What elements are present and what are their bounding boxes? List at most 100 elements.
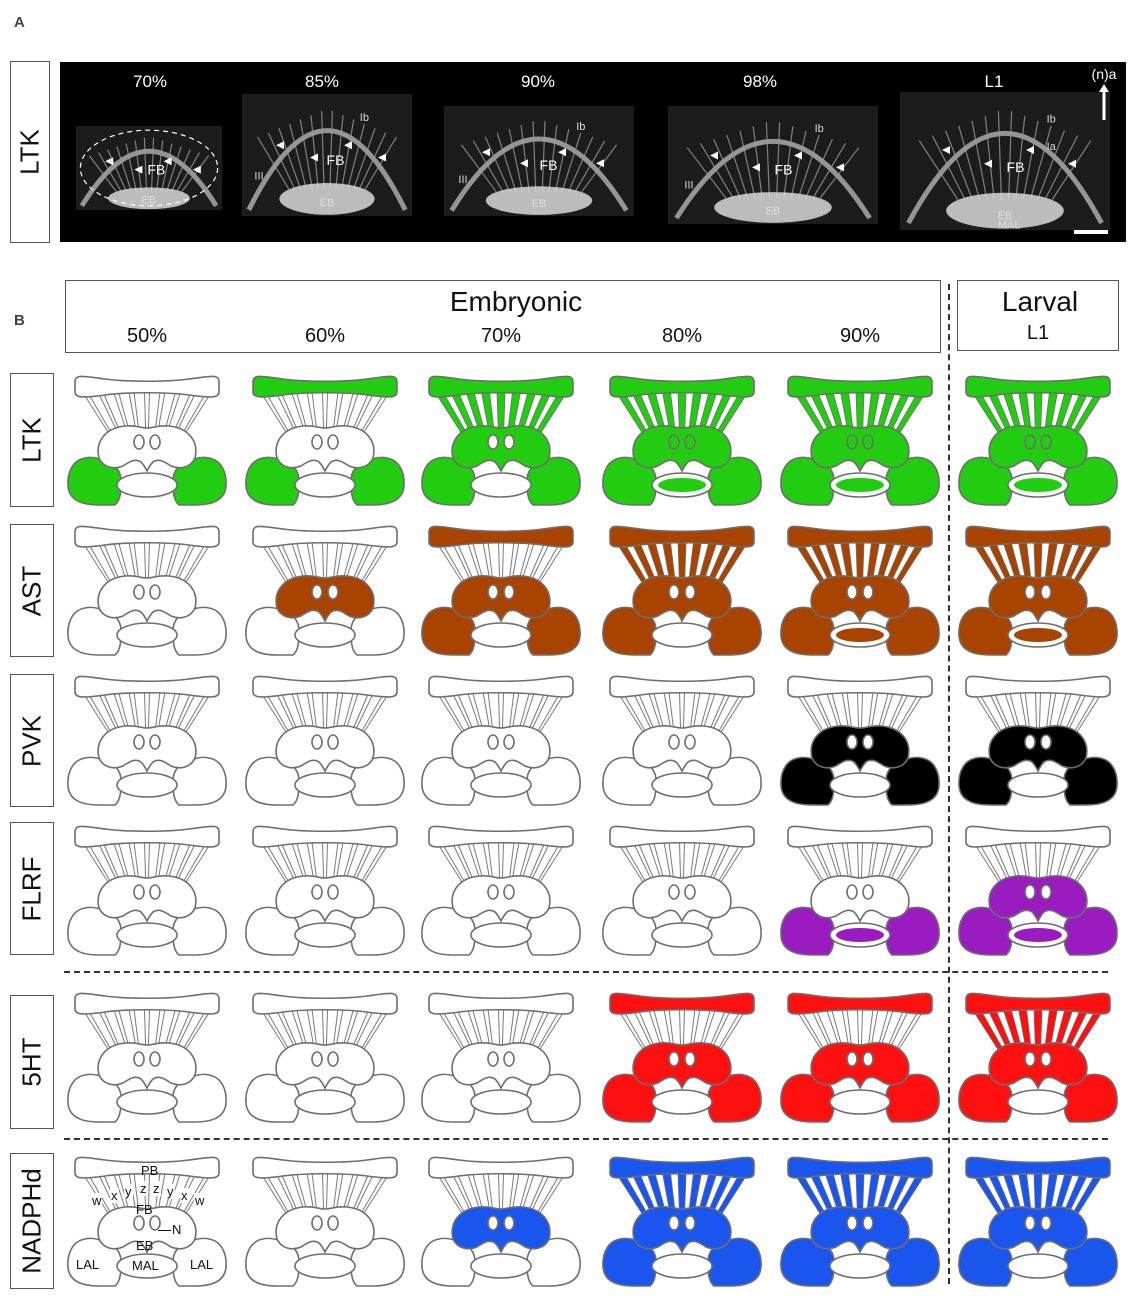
- nodulus-left: [133, 434, 145, 450]
- nodulus-right: [1040, 884, 1052, 900]
- arrow-up-icon: [1099, 84, 1109, 120]
- mal: [116, 1089, 178, 1115]
- region-label-iii: III: [458, 174, 467, 186]
- fb: [275, 724, 375, 773]
- nodulus-right: [149, 584, 161, 600]
- nodulus-left: [846, 734, 858, 750]
- fb: [988, 1041, 1088, 1090]
- mal: [651, 1253, 713, 1279]
- nodulus-left: [846, 884, 858, 900]
- mal: [116, 622, 178, 648]
- mal: [1007, 1089, 1069, 1115]
- pb: [74, 375, 220, 398]
- micrograph-2: FB EB Ib III: [444, 106, 634, 216]
- region-label-fb: FB: [540, 157, 558, 173]
- larval-title: Larval: [1001, 286, 1079, 317]
- legend-lal-left: LAL: [76, 1257, 100, 1272]
- region-label-ib: Ib: [360, 112, 369, 124]
- nodulus-right: [1040, 1215, 1052, 1231]
- legend-eb: EB: [136, 1238, 154, 1253]
- pb: [609, 992, 755, 1015]
- fb: [451, 574, 551, 623]
- pb: [252, 1156, 398, 1179]
- pb: [787, 992, 933, 1015]
- region-label-ib: Ib: [576, 121, 585, 133]
- fb-column: [617, 841, 648, 889]
- fb-column: [260, 1172, 291, 1220]
- nodulus-left: [668, 434, 680, 450]
- region-label-ib: Ib: [1047, 113, 1056, 125]
- nodulus-left: [133, 1051, 145, 1067]
- fb-column: [716, 841, 747, 889]
- nodulus-right: [327, 884, 339, 900]
- fb-column: [535, 541, 566, 589]
- mal: [829, 1089, 891, 1115]
- diagram-nadphd-0: [65, 1153, 229, 1293]
- nodulus-left: [846, 1215, 858, 1231]
- row-label-ltk: LTK: [10, 373, 54, 507]
- pb: [965, 1156, 1111, 1179]
- fb: [988, 574, 1088, 623]
- eb: [1014, 628, 1062, 642]
- pb: [609, 675, 755, 698]
- fb: [988, 724, 1088, 773]
- fb-column: [260, 541, 291, 589]
- nodulus-left: [846, 584, 858, 600]
- fb-column: [436, 691, 467, 739]
- fb-column: [1072, 841, 1103, 889]
- nodulus-right: [862, 1215, 874, 1231]
- fb: [97, 724, 197, 773]
- mal: [829, 1253, 891, 1279]
- region-label-ib: Ib: [815, 123, 824, 135]
- stage-label-1: 85%: [304, 72, 340, 91]
- fb-column: [359, 391, 390, 439]
- fb: [810, 424, 910, 473]
- mal: [829, 772, 891, 798]
- nodulus-right: [684, 884, 696, 900]
- fb-column: [260, 841, 291, 889]
- row-label-text: FLRF: [16, 856, 47, 921]
- nodulus-left: [311, 734, 323, 750]
- fb-column: [82, 391, 113, 439]
- mal: [651, 1089, 713, 1115]
- column-label-2: 70%: [480, 325, 522, 347]
- nodulus-right: [149, 1215, 161, 1231]
- mal: [651, 622, 713, 648]
- micrograph-strip: 70% FB EB 85% FB EB Ib III 90% FB EB Ib III 98% FB EB Ib…: [60, 62, 1126, 242]
- diagram-nadphd-2: [419, 1153, 583, 1293]
- legend-column-letter-2: y: [124, 1184, 133, 1199]
- row-label-text: LTK: [16, 417, 47, 463]
- region-label-ia: Ia: [1047, 141, 1057, 153]
- panel-a-row-label-text: LTK: [14, 129, 45, 175]
- region-label-eb: EB: [766, 206, 781, 218]
- mal: [116, 772, 178, 798]
- fb-column: [716, 691, 747, 739]
- group-divider-1: [64, 971, 1108, 973]
- fb: [97, 1205, 197, 1254]
- nodulus-right: [862, 584, 874, 600]
- nodulus-right: [684, 584, 696, 600]
- fb-column: [359, 541, 390, 589]
- fb-column: [894, 841, 925, 889]
- fb: [632, 574, 732, 623]
- fb-column: [260, 1008, 291, 1056]
- nodulus-left: [133, 734, 145, 750]
- nodulus-right: [149, 1051, 161, 1067]
- fb: [632, 1205, 732, 1254]
- fb-column: [436, 541, 467, 589]
- mal: [651, 772, 713, 798]
- diagram-5ht-4: [778, 989, 942, 1129]
- fb-column: [894, 691, 925, 739]
- diagram-5ht-5: [956, 989, 1120, 1129]
- fb: [988, 874, 1088, 923]
- nodulus-right: [1040, 734, 1052, 750]
- micrograph-0: FB EB: [76, 126, 222, 210]
- fb-column: [617, 1008, 648, 1056]
- region-label-fb: FB: [775, 161, 793, 177]
- nodulus-left: [668, 1215, 680, 1231]
- nodulus-right: [862, 884, 874, 900]
- region-label-mal: MAL: [998, 220, 1021, 230]
- fb: [810, 574, 910, 623]
- pb: [965, 675, 1111, 698]
- nodulus-right: [503, 1215, 515, 1231]
